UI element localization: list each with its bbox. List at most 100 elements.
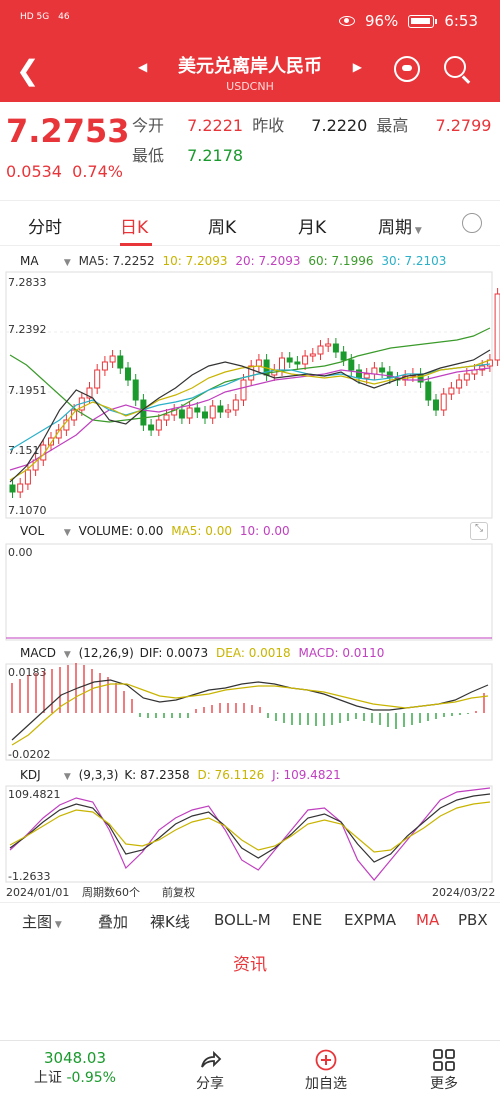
tab-monthly-k[interactable]: 月K [298, 218, 327, 238]
macd-group [11, 663, 489, 746]
vol-ma10: 10: 0.00 [239, 524, 290, 538]
high-label: 最高 [376, 116, 409, 135]
candle-body [194, 407, 201, 413]
candle-body [148, 424, 155, 431]
candle-body [255, 359, 262, 367]
candle-body [340, 351, 347, 361]
price-axis-4: 7.1511 [8, 444, 47, 457]
tab-boll-m[interactable]: BOLL-M [214, 911, 271, 929]
add-watchlist-label: 加自选 [305, 1076, 347, 1092]
news-link[interactable]: 资讯 [233, 955, 267, 975]
candle-body [225, 409, 232, 413]
kdj-title[interactable]: KDJ [20, 768, 41, 782]
quote-row-1: 今开 7.2221 昨收 7.2220 最高 7.2799 [132, 112, 491, 136]
candle-body [94, 369, 101, 389]
candle-body [309, 353, 316, 357]
tab-main-chart-label: 主图 [22, 913, 53, 931]
ma-lines-group [9, 327, 491, 483]
date-axis-periods: 周期数60个 [82, 886, 140, 899]
status-bar: HD 5G 46 96% 6:53 [0, 8, 500, 36]
candle-body [371, 367, 378, 375]
kline-chart-area[interactable]: 7.2833 7.2392 7.1951 7.1511 7.1070 0.00 … [0, 270, 500, 900]
chevron-down-icon[interactable]: ▼ [63, 528, 71, 538]
tab-naked-k[interactable]: 裸K线 [150, 913, 190, 931]
settings-icon[interactable] [462, 213, 482, 233]
candle-body [163, 414, 170, 421]
candle-body [363, 373, 370, 379]
candle-body [286, 357, 293, 363]
macd-axis-bottom: -0.0202 [8, 748, 50, 761]
tab-weekly-k[interactable]: 周K [208, 218, 237, 238]
assistant-icon[interactable] [394, 56, 420, 82]
tab-period[interactable]: 周期 ▼ [378, 213, 426, 238]
tab-ene[interactable]: ENE [292, 911, 323, 929]
tab-main-chart[interactable]: 主图 ▼ [22, 911, 66, 932]
candle-body [155, 419, 162, 431]
candle-body [317, 345, 324, 355]
candle-body [209, 405, 216, 419]
tab-intraday[interactable]: 分时 [28, 218, 62, 238]
kdj-d: D: 76.1126 [197, 768, 265, 782]
vol-legend: VOL ▼ VOLUME: 0.00 MA5: 0.00 10: 0.00 [0, 524, 290, 538]
ma5-line [9, 349, 491, 483]
vol-axis: 0.00 [8, 546, 33, 559]
instrument-code: USDCNH [226, 80, 274, 93]
macd-macd: MACD: 0.0110 [298, 646, 385, 660]
tab-expma[interactable]: EXPMA [344, 911, 397, 929]
index-name: 上证 [34, 1070, 62, 1086]
date-axis-adjust: 前复权 [162, 885, 195, 899]
chevron-down-icon[interactable]: ▼ [63, 258, 71, 268]
period-tabs: 分时 日K 周K 月K 周期 ▼ [0, 200, 500, 246]
tab-ma[interactable]: MA [416, 911, 440, 929]
candle-body [348, 359, 355, 371]
indicator-tabs: 主图 ▼ 叠加 裸K线 BOLL-M ENE EXPMA MA PBX [0, 902, 500, 938]
kdj-axis-bottom: -1.2633 [8, 870, 50, 883]
search-icon[interactable] [444, 56, 466, 78]
candle-body [109, 355, 116, 363]
prev-instrument-icon[interactable]: ◀ [138, 60, 148, 74]
back-icon[interactable]: ❮ [16, 54, 40, 87]
kdj-k: K: 87.2358 [124, 768, 190, 782]
candle-body [117, 355, 124, 369]
macd-dea: DEA: 0.0018 [216, 646, 291, 660]
candle-body [178, 409, 185, 419]
candle-body [332, 343, 339, 353]
chevron-down-icon[interactable]: ▼ [63, 650, 71, 660]
candle-body [456, 379, 463, 389]
signal-5g: HD 5G [20, 12, 50, 22]
tab-overlay[interactable]: 叠加 [98, 913, 129, 931]
main-chart-frame [5, 271, 493, 519]
index-ticker[interactable]: 3048.03 上证 -0.95% [30, 1049, 120, 1087]
vol-title[interactable]: VOL [20, 524, 45, 538]
add-watchlist-button[interactable]: 加自选 [296, 1049, 356, 1093]
eye-icon [338, 16, 355, 26]
expand-icon[interactable]: ⤡ [470, 522, 488, 540]
plus-circle-icon [314, 1049, 338, 1071]
macd-dea-line [11, 683, 489, 746]
candle-body [479, 365, 486, 371]
ma30-value: 30: 7.2103 [381, 254, 447, 268]
ma-title[interactable]: MA [20, 254, 39, 268]
clock: 6:53 [444, 12, 478, 30]
more-button[interactable]: 更多 [414, 1049, 474, 1093]
macd-title[interactable]: MACD [20, 646, 56, 660]
index-value: 3048.03 [43, 1049, 107, 1067]
ma20-line [9, 367, 491, 471]
last-price: 7.2753 [6, 112, 130, 150]
quote-row-2: 最低 7.2178 [132, 142, 243, 166]
next-instrument-icon[interactable]: ▶ [352, 60, 362, 74]
kdj-legend: KDJ ▼ (9,3,3) K: 87.2358 D: 76.1126 J: 1… [0, 768, 341, 782]
candle-body [425, 381, 432, 401]
candle-body [240, 379, 247, 401]
chevron-down-icon[interactable]: ▼ [63, 772, 71, 782]
tab-daily-k[interactable]: 日K [120, 218, 149, 238]
kdj-j: J: 109.4821 [272, 768, 341, 782]
candle-body [132, 379, 139, 401]
candle-body [294, 361, 301, 365]
share-button[interactable]: 分享 [180, 1049, 240, 1093]
candle-body [140, 399, 147, 426]
candle-body [40, 444, 47, 461]
price-axis-2: 7.2392 [8, 323, 47, 336]
tab-pbx[interactable]: PBX [458, 911, 488, 929]
prev-close-label: 昨收 [252, 116, 285, 135]
